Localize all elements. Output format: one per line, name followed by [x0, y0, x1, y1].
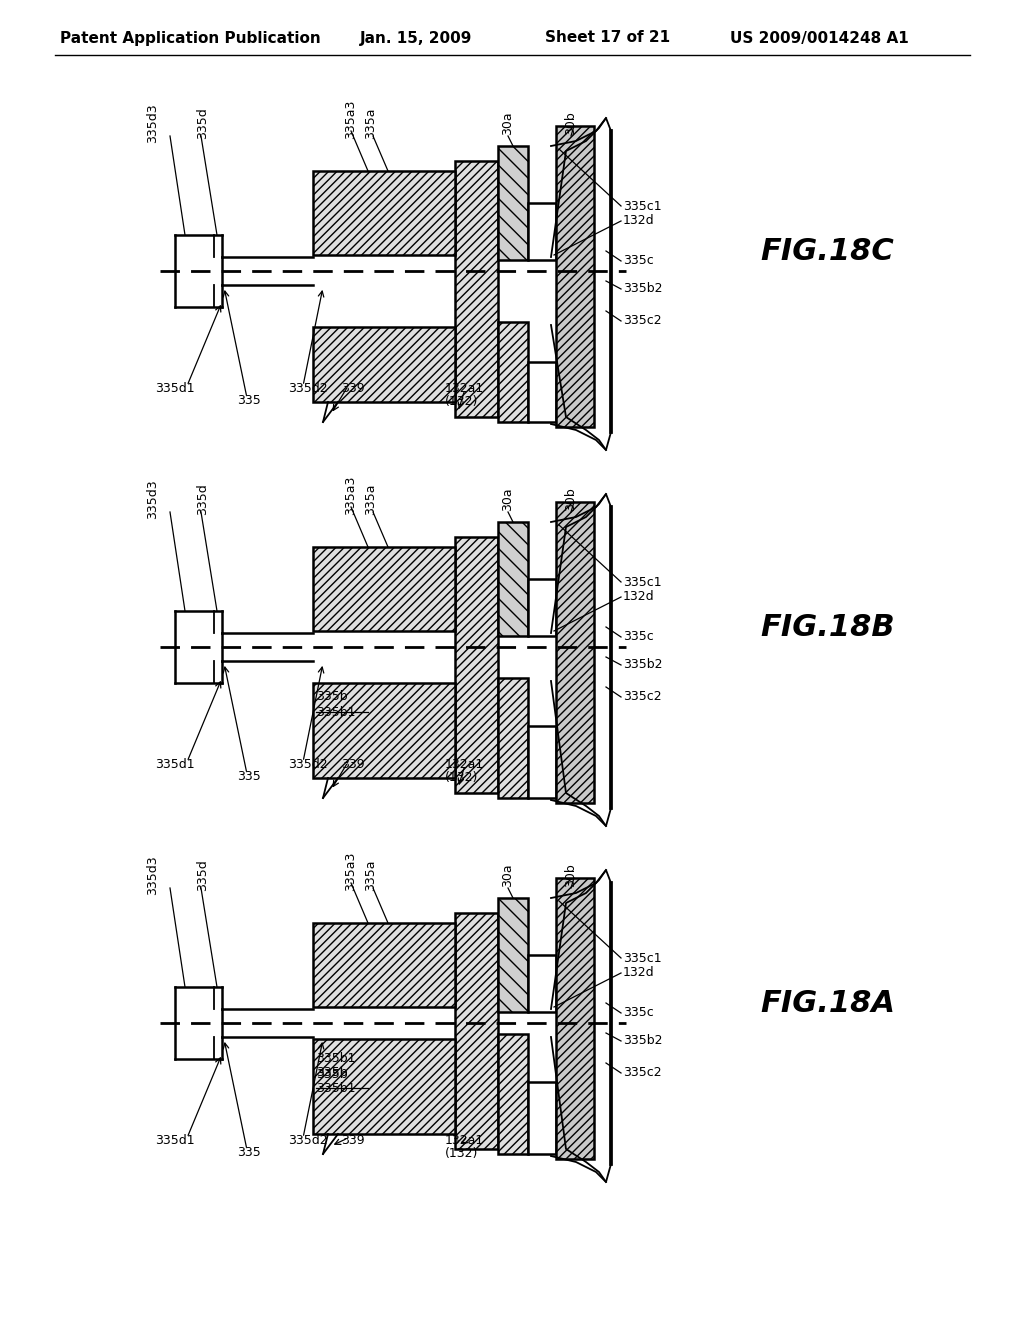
- Text: 339: 339: [341, 1134, 365, 1147]
- Text: 30b: 30b: [564, 487, 578, 511]
- Text: 132d: 132d: [623, 214, 654, 227]
- Text: 132a1: 132a1: [445, 759, 484, 771]
- Bar: [498, 1034, 528, 1154]
- Text: 335b: 335b: [316, 690, 347, 704]
- Text: 30a: 30a: [502, 863, 514, 887]
- Bar: [528, 726, 556, 799]
- Text: 335a3: 335a3: [344, 851, 357, 891]
- Text: US 2009/0014248 A1: US 2009/0014248 A1: [730, 30, 908, 45]
- Text: 335a: 335a: [365, 107, 378, 139]
- Text: 335c1: 335c1: [623, 576, 662, 589]
- Text: 132a1: 132a1: [445, 383, 484, 396]
- Text: 335b2: 335b2: [623, 282, 663, 296]
- Text: 339: 339: [341, 759, 365, 771]
- Text: 335a: 335a: [365, 859, 378, 891]
- Text: 335c2: 335c2: [623, 690, 662, 704]
- Text: 335d2: 335d2: [288, 383, 328, 396]
- Text: 335d3: 335d3: [146, 855, 160, 895]
- Bar: [528, 203, 556, 260]
- Text: 335c: 335c: [623, 1006, 653, 1019]
- Text: 335b1: 335b1: [316, 705, 355, 718]
- Text: 335b2: 335b2: [623, 1035, 663, 1048]
- Bar: [313, 546, 455, 631]
- Text: 335b2: 335b2: [623, 659, 663, 672]
- Bar: [455, 537, 498, 793]
- Bar: [455, 161, 498, 417]
- Bar: [498, 898, 528, 1012]
- Text: 132d: 132d: [623, 590, 654, 603]
- Bar: [498, 678, 528, 799]
- Bar: [313, 923, 455, 1007]
- Text: 132d: 132d: [623, 966, 654, 979]
- Bar: [556, 878, 594, 1159]
- Text: 30a: 30a: [502, 111, 514, 135]
- Text: 132a1: 132a1: [445, 1134, 484, 1147]
- Text: 335b: 335b: [316, 1068, 347, 1081]
- Text: FIG.18B: FIG.18B: [760, 612, 895, 642]
- Text: 335b1: 335b1: [316, 1081, 355, 1094]
- Text: 335d3: 335d3: [146, 479, 160, 519]
- Text: 335: 335: [237, 771, 261, 784]
- Bar: [498, 521, 528, 636]
- Text: 335a: 335a: [365, 483, 378, 515]
- Bar: [455, 913, 498, 1148]
- Text: (132): (132): [445, 771, 478, 784]
- Text: 335d2: 335d2: [288, 1134, 328, 1147]
- Bar: [528, 579, 556, 636]
- Text: 335d: 335d: [197, 107, 210, 139]
- Text: 335d: 335d: [197, 859, 210, 891]
- Bar: [556, 502, 594, 803]
- Bar: [313, 172, 455, 255]
- Text: 335d2: 335d2: [288, 759, 328, 771]
- Text: 335: 335: [237, 395, 261, 408]
- Text: 335c: 335c: [623, 631, 653, 644]
- Text: 335: 335: [237, 1147, 261, 1159]
- Text: FIG.18A: FIG.18A: [760, 989, 895, 1018]
- Text: (132): (132): [445, 1147, 478, 1159]
- Text: 30b: 30b: [564, 111, 578, 135]
- Bar: [313, 1039, 455, 1134]
- Text: FIG.18C: FIG.18C: [760, 236, 894, 265]
- Text: 335c1: 335c1: [623, 952, 662, 965]
- Bar: [313, 327, 455, 403]
- Text: Sheet 17 of 21: Sheet 17 of 21: [545, 30, 670, 45]
- Text: 335d1: 335d1: [155, 759, 195, 771]
- Text: (132): (132): [445, 395, 478, 408]
- Text: 30a: 30a: [502, 487, 514, 511]
- Text: 335a3: 335a3: [344, 99, 357, 139]
- Bar: [313, 682, 455, 777]
- Text: 335c2: 335c2: [623, 314, 662, 327]
- Text: 335b: 335b: [316, 1067, 347, 1080]
- Text: 30b: 30b: [564, 863, 578, 887]
- Bar: [528, 1082, 556, 1154]
- Bar: [498, 322, 528, 422]
- Bar: [528, 954, 556, 1012]
- Text: Patent Application Publication: Patent Application Publication: [60, 30, 321, 45]
- Text: Jan. 15, 2009: Jan. 15, 2009: [360, 30, 472, 45]
- Text: 335d: 335d: [197, 483, 210, 515]
- Text: 335d1: 335d1: [155, 383, 195, 396]
- Bar: [528, 362, 556, 422]
- Text: 335d1: 335d1: [155, 1134, 195, 1147]
- Text: 335c1: 335c1: [623, 199, 662, 213]
- Bar: [556, 125, 594, 426]
- Text: 335a3: 335a3: [344, 475, 357, 515]
- Text: 339: 339: [341, 383, 365, 396]
- Text: 335d3: 335d3: [146, 103, 160, 143]
- Text: 335b1: 335b1: [316, 1052, 355, 1065]
- Text: 335c: 335c: [623, 255, 653, 268]
- Text: 335c2: 335c2: [623, 1067, 662, 1080]
- Bar: [498, 147, 528, 260]
